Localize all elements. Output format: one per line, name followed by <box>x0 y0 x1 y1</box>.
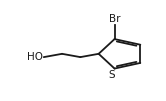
Text: Br: Br <box>109 14 120 24</box>
Text: S: S <box>109 70 115 80</box>
Text: HO: HO <box>27 52 43 62</box>
